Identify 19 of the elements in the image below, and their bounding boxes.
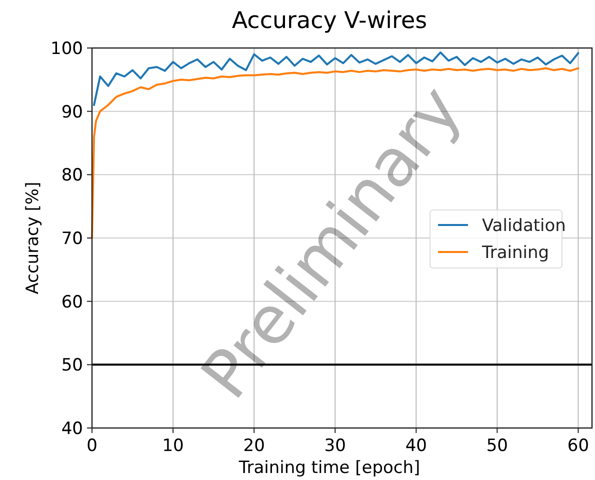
- y-tick-label: 60: [61, 292, 83, 312]
- x-tick-label: 40: [405, 436, 427, 456]
- y-tick-label: 80: [61, 166, 83, 186]
- y-tick-label: 40: [61, 418, 83, 439]
- y-tick-label: 50: [61, 356, 83, 376]
- y-axis-title: Accuracy [%]: [23, 182, 43, 294]
- x-tick-label: 60: [567, 436, 590, 456]
- x-axis-title: Training time [epoch]: [238, 458, 420, 478]
- x-tick-label: 0: [86, 436, 98, 456]
- legend-label: Validation: [482, 216, 566, 236]
- y-tick-label: 70: [61, 228, 83, 249]
- y-tick-label: 100: [50, 38, 83, 59]
- x-tick-label: 30: [324, 436, 346, 456]
- y-tick-label: 90: [61, 102, 83, 122]
- x-tick-label: 10: [162, 436, 184, 456]
- legend-label: Training: [481, 243, 550, 263]
- x-tick-label: 20: [243, 436, 265, 456]
- x-tick-label: 50: [486, 436, 508, 456]
- chart-title: Accuracy V-wires: [232, 8, 428, 34]
